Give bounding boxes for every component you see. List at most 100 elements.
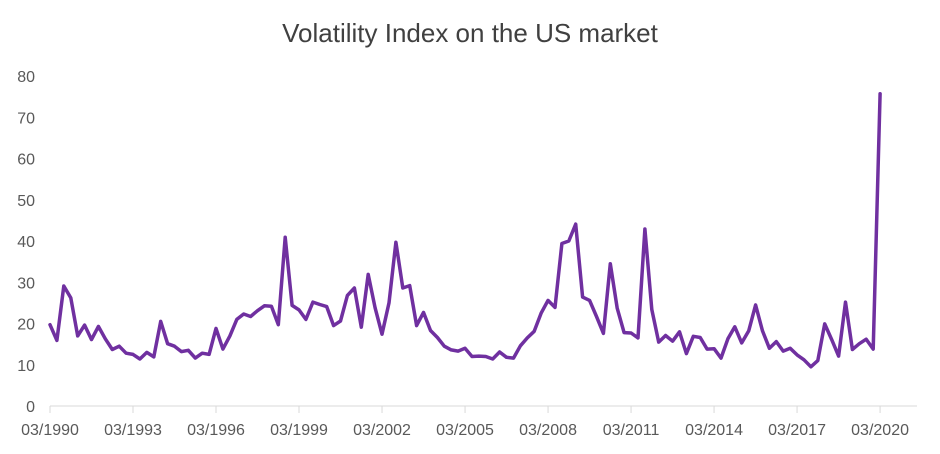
data-point	[55, 339, 58, 342]
data-point	[152, 355, 155, 358]
x-tick-label: 03/2014	[685, 422, 743, 439]
data-point	[415, 324, 418, 327]
data-point	[207, 353, 210, 356]
data-point	[643, 227, 646, 230]
data-point	[304, 318, 307, 321]
data-point	[477, 354, 480, 357]
data-point	[76, 334, 79, 337]
data-point	[560, 242, 563, 245]
data-point	[131, 353, 134, 356]
data-point	[553, 306, 556, 309]
data-point	[394, 241, 397, 244]
data-point	[609, 262, 612, 265]
data-point	[699, 336, 702, 339]
data-point	[69, 296, 72, 299]
data-point	[166, 342, 169, 345]
data-point	[657, 340, 660, 343]
data-point	[360, 326, 363, 329]
data-point	[187, 349, 190, 352]
data-point	[498, 350, 501, 353]
chart-title: Volatility Index on the US market	[282, 18, 658, 48]
data-point	[768, 347, 771, 350]
y-tick-label: 50	[17, 193, 35, 210]
data-point	[533, 330, 536, 333]
y-tick-label: 60	[17, 152, 35, 169]
data-point	[111, 348, 114, 351]
data-point	[145, 351, 148, 354]
data-point	[602, 332, 605, 335]
data-point	[595, 315, 598, 318]
x-tick-label: 03/2020	[851, 422, 909, 439]
y-tick-label: 0	[26, 399, 35, 416]
data-point	[256, 309, 259, 312]
data-point	[263, 304, 266, 307]
data-point	[242, 312, 245, 315]
data-point	[678, 330, 681, 333]
data-point	[436, 336, 439, 339]
data-point	[706, 347, 709, 350]
y-tick-label: 20	[17, 317, 35, 334]
data-point	[401, 286, 404, 289]
data-point	[457, 350, 460, 353]
data-point	[519, 344, 522, 347]
data-point	[284, 236, 287, 239]
x-tick-label: 03/2017	[768, 422, 826, 439]
data-point	[443, 345, 446, 348]
data-point	[228, 334, 231, 337]
data-point	[795, 353, 798, 356]
data-point	[387, 301, 390, 304]
data-point	[540, 312, 543, 315]
x-tick-label: 03/2002	[353, 422, 411, 439]
data-point	[194, 357, 197, 360]
x-tick-label: 03/1996	[187, 422, 245, 439]
data-point	[180, 350, 183, 353]
data-point	[740, 341, 743, 344]
data-point	[124, 352, 127, 355]
data-point	[332, 324, 335, 327]
data-point	[83, 324, 86, 327]
data-point	[816, 359, 819, 362]
data-point	[872, 347, 875, 350]
data-point	[90, 338, 93, 341]
data-point	[782, 350, 785, 353]
data-point	[173, 345, 176, 348]
data-point	[270, 305, 273, 308]
data-point	[616, 307, 619, 310]
data-point	[546, 299, 549, 302]
data-point	[422, 311, 425, 314]
data-point	[484, 355, 487, 358]
y-axis: 0 10 20 30 40 50 60 70 80	[17, 69, 35, 416]
data-point	[712, 347, 715, 350]
data-point	[48, 323, 51, 326]
data-point	[249, 315, 252, 318]
data-point	[858, 342, 861, 345]
data-point	[450, 348, 453, 351]
data-point	[581, 296, 584, 299]
data-point	[726, 337, 729, 340]
data-point	[221, 347, 224, 350]
data-point	[104, 337, 107, 340]
data-point	[865, 338, 868, 341]
data-point	[789, 347, 792, 350]
data-point	[623, 331, 626, 334]
x-tick-label: 03/2011	[603, 422, 660, 439]
data-point	[235, 318, 238, 321]
data-point	[339, 319, 342, 322]
plot-area	[48, 91, 882, 369]
y-tick-label: 10	[17, 358, 35, 375]
data-point	[878, 92, 881, 95]
data-point	[636, 336, 639, 339]
data-point	[512, 357, 515, 360]
data-point	[837, 354, 840, 357]
series-line	[48, 91, 882, 369]
data-point	[353, 286, 356, 289]
data-point	[733, 325, 736, 328]
data-point	[719, 357, 722, 360]
x-tick-label: 03/1990	[21, 422, 79, 439]
data-point	[367, 273, 370, 276]
x-tick-label: 03/1999	[270, 422, 328, 439]
data-point	[277, 323, 280, 326]
data-point	[851, 348, 854, 351]
data-point	[574, 222, 577, 225]
